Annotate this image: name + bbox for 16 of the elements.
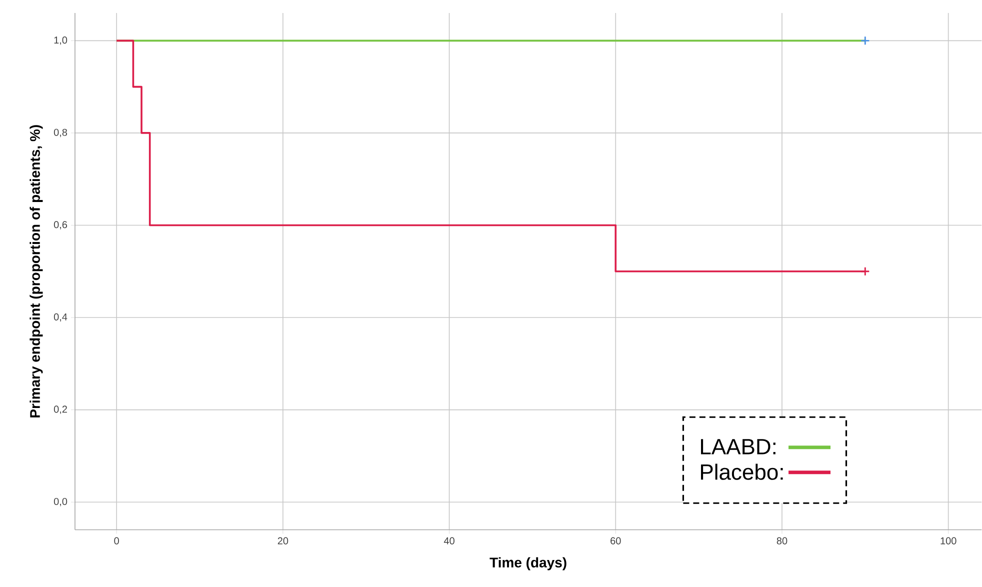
x-tick-label: 0: [114, 537, 119, 544]
y-tick-label: 0,0: [54, 498, 68, 506]
y-axis-title: Primary endpoint (proportion of patients, %): [30, 125, 43, 418]
legend-label: Placebo:: [701, 464, 783, 480]
y-tick-label: 0,6: [54, 221, 68, 230]
x-tick-label: 80: [776, 537, 788, 544]
x-tick-label: 100: [940, 537, 956, 544]
y-tick-label: 0,8: [54, 128, 68, 138]
x-axis-title: Time (days): [490, 557, 566, 570]
y-tick-label: 0,2: [54, 406, 67, 414]
x-tick-label: 40: [444, 537, 454, 544]
y-tick-label: 1,0: [54, 36, 68, 45]
legend-label: LAABD:: [701, 439, 776, 454]
y-tick-label: 0,4: [54, 314, 68, 322]
x-tick-label: 60: [610, 537, 621, 544]
x-tick-label: 20: [278, 537, 288, 544]
